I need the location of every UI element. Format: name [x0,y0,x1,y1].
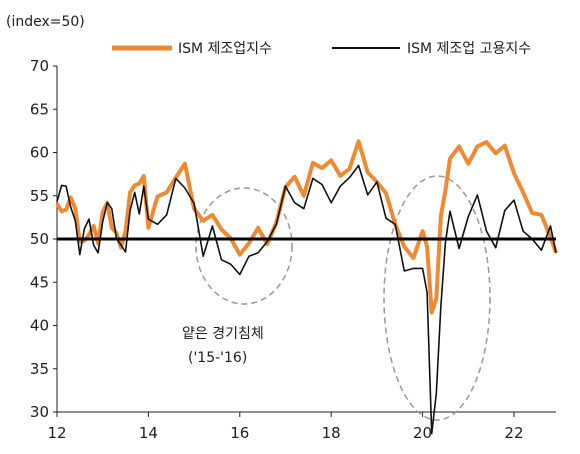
series-layer [55,139,558,435]
x-tick-label: 16 [230,424,249,442]
y-tick-label: 35 [30,360,49,378]
y-tick-label: 65 [30,100,49,118]
x-tick-label: 12 [47,424,66,442]
y-tick-label: 40 [30,317,49,335]
unit-label: (index=50) [6,14,85,30]
y-tick-label: 50 [30,230,49,248]
series-line-ism-employment [56,164,557,435]
annotation-ellipse-2020 [383,175,491,421]
legend-label-ism-manufacturing: ISM 제조업지수 [178,41,272,57]
annotation-text-line-1: 얕은 경기침체 [182,326,264,342]
legend-label-ism-employment: ISM 제조업 고용지수 [407,41,531,57]
x-axis-ticks: 12 14 16 18 20 22 [47,412,524,442]
y-tick-label: 55 [30,187,49,205]
y-axis-ticks: 30 35 40 45 50 55 60 65 70 [30,57,57,421]
series-line-ism-manufacturing [55,139,558,315]
annotation-text-line-2: ('15-'16) [188,350,247,366]
annotation-ellipse-2015-2016 [195,187,293,305]
y-tick-label: 45 [30,273,49,291]
x-tick-label: 22 [504,424,523,442]
x-tick-label: 14 [139,424,158,442]
legend: ISM 제조업지수 ISM 제조업 고용지수 [112,41,531,57]
y-tick-label: 60 [30,144,49,162]
y-tick-label: 30 [30,403,49,421]
y-tick-label: 70 [30,57,49,75]
x-tick-label: 20 [413,424,432,442]
x-tick-label: 18 [322,424,341,442]
